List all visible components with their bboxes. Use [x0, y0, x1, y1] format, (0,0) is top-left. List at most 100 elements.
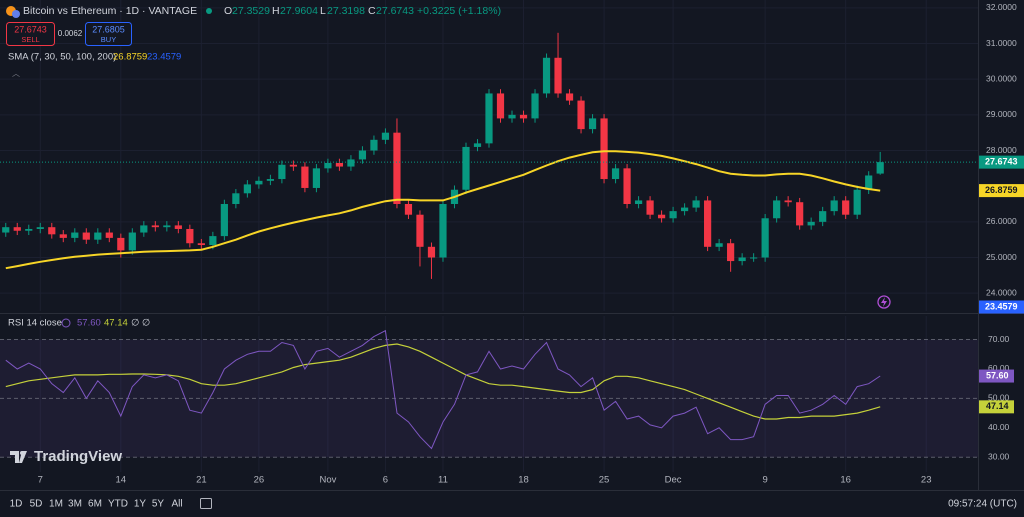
x-tick-label: Nov	[319, 475, 336, 486]
candle-body	[531, 93, 539, 119]
candle-body	[105, 232, 113, 238]
candle-body	[634, 200, 643, 205]
range-button[interactable]: 5D	[30, 499, 43, 510]
axis-labels: 7 14 21 26 Nov 6 11 18 25 Dec 9 16 23 24.0000 25.0000 2…	[38, 2, 1024, 486]
candle-body	[13, 227, 21, 231]
x-tick-label: 7	[38, 475, 43, 486]
price-tag: 27.6743	[985, 156, 1018, 166]
rsi-band	[0, 339, 978, 458]
candle-body	[278, 164, 286, 180]
candle-body	[565, 93, 574, 101]
sell-button[interactable]	[6, 22, 55, 46]
candle-body	[761, 218, 769, 258]
rsi-tag: 47.14	[986, 401, 1009, 411]
rsi-tag: 57.60	[986, 370, 1009, 380]
range-button[interactable]: 5Y	[152, 499, 165, 510]
candle-body	[232, 193, 240, 205]
rsi-tag-bg	[979, 400, 1014, 414]
symbol-title[interactable]: Bitcoin vs Ethereum · 1D · VANTAGE	[23, 5, 197, 17]
candle-body	[209, 236, 217, 246]
alert-icon[interactable]	[877, 295, 891, 309]
range-button[interactable]: All	[171, 499, 182, 510]
y-tick-label: 70.00	[988, 334, 1010, 344]
sma-line	[5, 150, 881, 270]
indicator-value: 47.14	[104, 318, 128, 329]
y-tick-label: 29.0000	[986, 109, 1017, 119]
candle-body	[439, 204, 447, 258]
indicator-name[interactable]: SMA (7, 30, 50, 100, 200)	[8, 52, 116, 63]
ohlc-key: H	[272, 5, 280, 17]
range-button[interactable]: 3M	[68, 499, 82, 510]
change: +0.3225 (+1.18%)	[417, 5, 501, 17]
price-tag-bg	[979, 155, 1024, 169]
collapse-icon[interactable]: ︿	[12, 69, 20, 78]
candle-body	[853, 189, 861, 215]
candle-body	[151, 225, 159, 228]
range-button[interactable]: 1M	[49, 499, 63, 510]
x-tick-label: 23	[921, 475, 932, 486]
range-button[interactable]: YTD	[108, 499, 128, 510]
y-tick-label: 30.00	[988, 452, 1010, 462]
x-tick-label: 21	[196, 475, 207, 486]
toolbar: 1D 5D 1M 3M 6M YTD 1Y 5Y All	[10, 499, 183, 510]
candle-body	[681, 207, 689, 212]
x-tick-label: 9	[762, 475, 767, 486]
candle-body	[416, 214, 424, 247]
indicator-extra: ∅ ∅	[131, 318, 150, 329]
candle-body	[819, 211, 827, 222]
candle-body	[473, 143, 482, 147]
candle-body	[36, 227, 44, 229]
symbol-icon	[12, 10, 20, 18]
candle-body	[542, 57, 551, 94]
rsi-ma-line	[5, 343, 881, 420]
candle-body	[163, 225, 171, 228]
range-button[interactable]: 6M	[88, 499, 102, 510]
candle-body	[255, 180, 263, 185]
y-tick-label: 25.0000	[986, 252, 1017, 262]
candle-body	[554, 57, 562, 94]
sma-tag-bg	[979, 184, 1024, 198]
candle-body	[727, 243, 735, 262]
candle-body	[623, 168, 631, 205]
spread: 0.0062	[58, 29, 83, 38]
candle-body	[485, 93, 493, 144]
rsi-line	[5, 329, 881, 450]
range-button[interactable]: 1D	[10, 499, 23, 510]
sma-long-tag: 23.4579	[985, 301, 1018, 311]
market-status	[206, 8, 212, 14]
candle-body	[784, 200, 792, 203]
ohlc-key: L	[320, 5, 326, 17]
buy-label: BUY	[101, 35, 116, 44]
candle-body	[197, 243, 205, 246]
indicator-name[interactable]: RSI 14 close	[8, 318, 62, 329]
candle-body	[865, 175, 873, 190]
range-button[interactable]: 1Y	[134, 499, 147, 510]
candle-body	[646, 200, 654, 215]
date-range-icon[interactable]	[200, 498, 212, 509]
y-tick-label: 30.0000	[986, 73, 1017, 83]
candle-body	[48, 227, 56, 235]
ohlc-key: O	[224, 5, 232, 17]
y-tick-label: 26.0000	[986, 216, 1017, 226]
candle-body	[577, 100, 585, 130]
candle-body	[657, 214, 666, 219]
grid	[0, 0, 978, 472]
candle-body	[25, 228, 33, 231]
x-tick-label: 25	[599, 475, 610, 486]
y-tick-label: 24.0000	[986, 287, 1017, 297]
candle-body	[174, 225, 182, 229]
sma-tag: 26.8759	[985, 185, 1018, 195]
x-tick-label: 18	[518, 475, 529, 486]
y-tick-label: 28.0000	[986, 145, 1017, 155]
y-tick-label: 50.00	[988, 393, 1010, 403]
candle-body	[715, 243, 723, 247]
x-tick-label: 14	[116, 475, 127, 486]
candle-body	[773, 200, 781, 219]
candle-body	[496, 93, 505, 119]
ohlc-value: 27.6743	[376, 5, 414, 17]
candle-body	[704, 200, 712, 247]
clock: 09:57:24 (UTC)	[948, 499, 1017, 510]
buy-button[interactable]	[85, 22, 132, 46]
